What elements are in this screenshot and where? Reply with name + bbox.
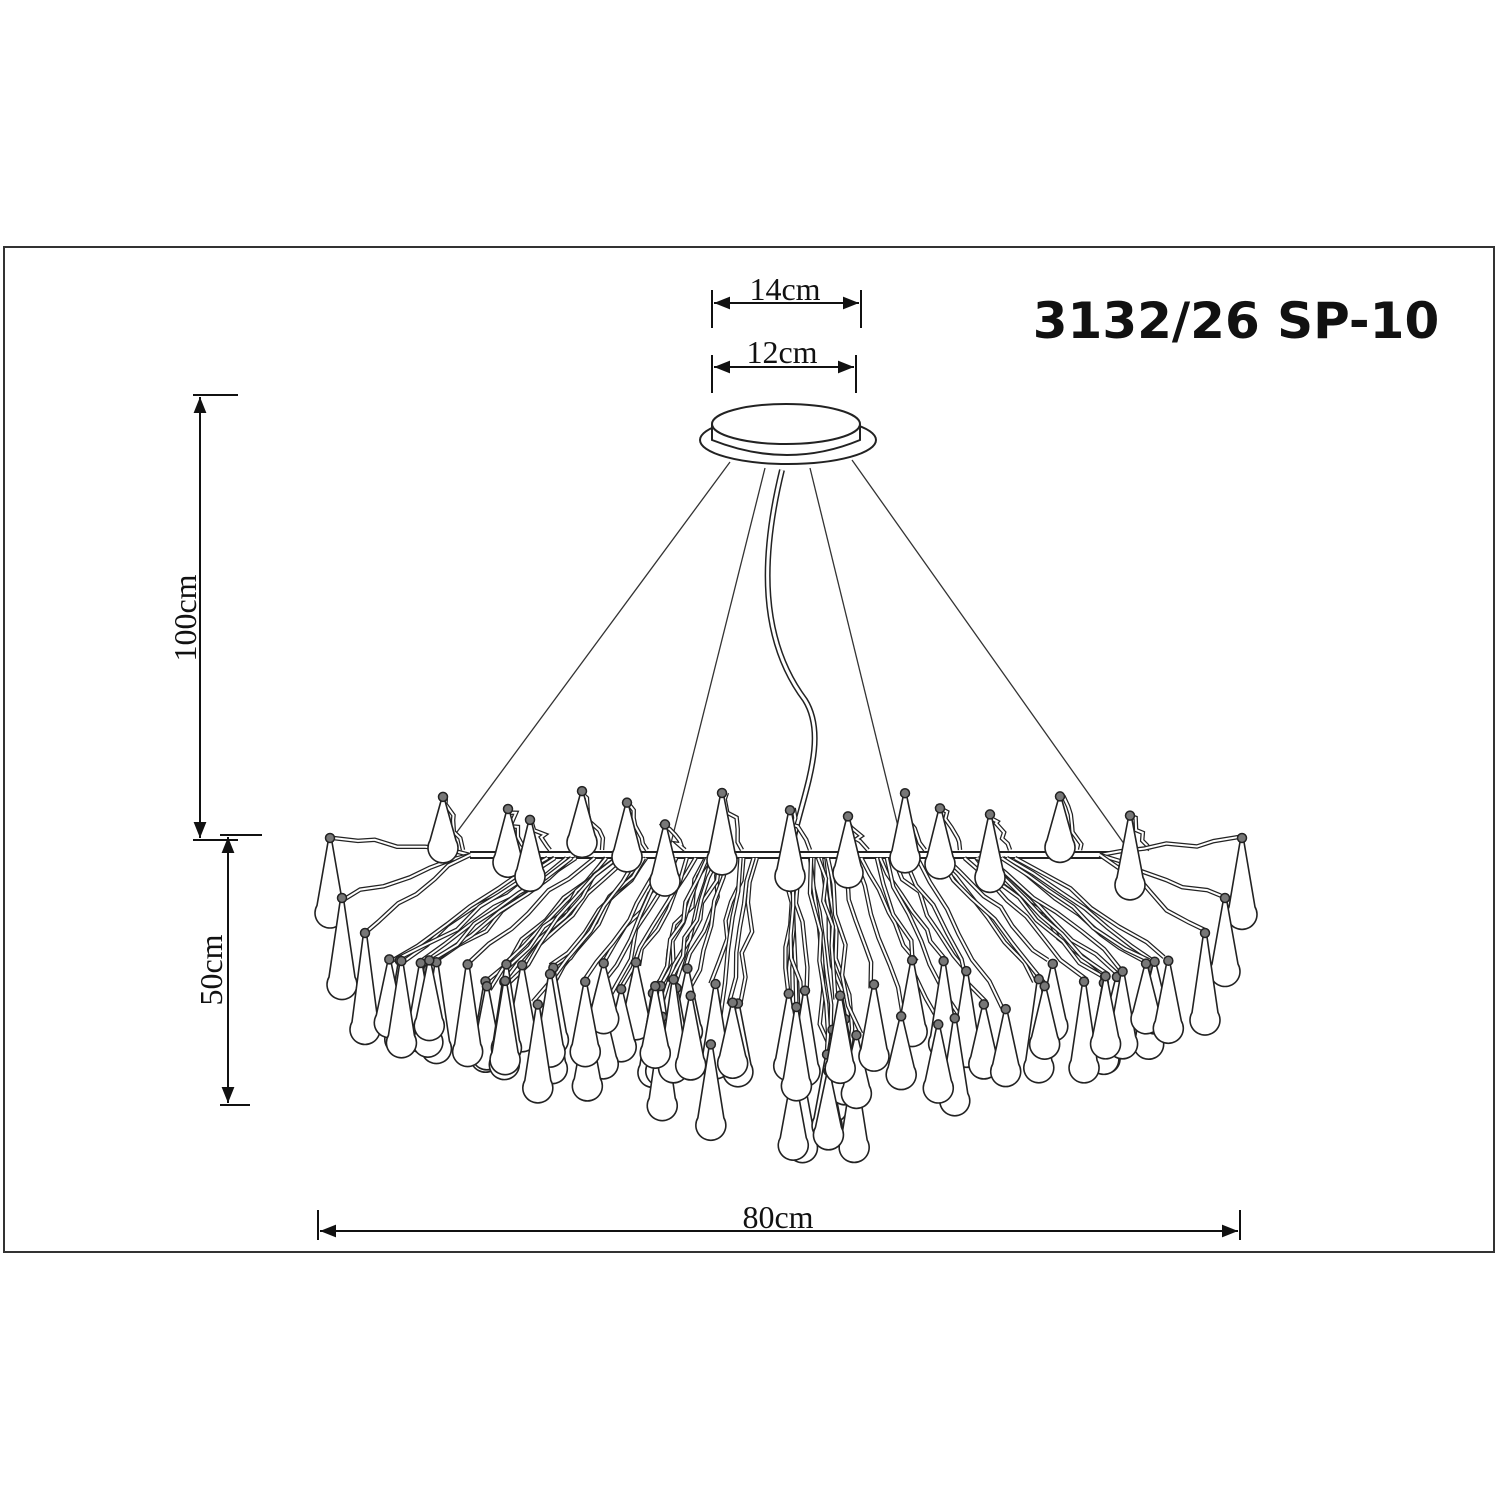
crystal-drop	[695, 1039, 727, 1142]
branch	[1128, 814, 1151, 851]
crystal-drop	[569, 976, 601, 1068]
suspension-cables	[439, 459, 1133, 856]
crystal-drop	[326, 892, 358, 1001]
crystal-drop	[566, 785, 598, 859]
branch	[808, 857, 830, 1072]
crystal-drop	[514, 814, 546, 893]
dimension-body-height	[220, 834, 262, 1106]
crystal-drop	[774, 804, 806, 893]
crystal-drop	[522, 999, 554, 1104]
crystal-drop	[1189, 927, 1221, 1036]
dimension-canopy-inner	[711, 355, 857, 393]
crystal-drop	[840, 1029, 873, 1110]
crystal-drop	[716, 997, 749, 1080]
dimension-diameter	[317, 1210, 1241, 1240]
crystal-drop	[413, 955, 445, 1042]
branch	[879, 857, 947, 961]
crystal-drop	[1089, 970, 1122, 1060]
dimension-label-100cm: 100cm	[167, 574, 203, 661]
branch	[1014, 857, 1165, 958]
ceiling-canopy	[699, 403, 877, 465]
branch	[939, 857, 1045, 984]
branch	[825, 857, 854, 1064]
branch	[989, 816, 1011, 851]
crystal-drop	[639, 980, 671, 1069]
branch	[668, 857, 720, 983]
crystal-drops	[314, 785, 1258, 1164]
branch	[986, 857, 1121, 970]
crystal-drop	[1028, 980, 1061, 1060]
branch	[709, 857, 745, 984]
branch	[363, 854, 471, 935]
crystal-drop	[1226, 832, 1258, 931]
power-cord	[764, 469, 818, 856]
crystal-drop	[924, 803, 956, 880]
crystal-drop	[427, 791, 459, 864]
drawing-frame	[3, 246, 1495, 1253]
crystal-drop	[885, 1011, 917, 1091]
branch	[791, 807, 811, 851]
branch	[507, 811, 529, 851]
branch	[727, 857, 755, 1005]
crystal-drop	[832, 811, 864, 889]
branch	[916, 857, 1004, 1009]
crystal-drop	[1114, 810, 1146, 901]
branch	[826, 857, 863, 1034]
dimension-label-12cm: 12cm	[746, 334, 817, 370]
branch	[686, 857, 730, 994]
crystal-drop	[706, 787, 738, 876]
crystal-drop	[989, 1003, 1022, 1088]
branch	[659, 822, 686, 851]
branch	[463, 857, 596, 968]
dimension-canopy-outer	[711, 290, 862, 328]
branch	[853, 857, 904, 1015]
crystal-drop	[489, 975, 521, 1076]
crystal-drop	[780, 1001, 813, 1102]
branch	[809, 857, 833, 1052]
branch	[1001, 857, 1150, 962]
crystal-drop	[674, 990, 707, 1081]
branch	[860, 857, 918, 962]
dimension-label-50cm: 50cm	[193, 934, 229, 1005]
branch	[1006, 857, 1155, 963]
branch	[655, 857, 709, 988]
crystal-drop	[385, 955, 418, 1059]
crystal-drop	[889, 787, 921, 874]
crystal-drop	[649, 819, 681, 897]
branch	[935, 804, 961, 851]
dimension-label-80cm: 80cm	[742, 1199, 813, 1235]
crystal-drop	[922, 1019, 954, 1104]
branch	[936, 857, 1035, 983]
branch	[1099, 835, 1240, 856]
branch	[625, 800, 648, 851]
crystal-drop	[611, 797, 643, 873]
crystal-drop	[1044, 791, 1076, 864]
crystal-drop	[858, 979, 890, 1072]
branch	[892, 857, 968, 972]
crystal-drop	[824, 990, 856, 1085]
model-title: 3132/26 SP-10	[1033, 292, 1440, 350]
branch	[875, 857, 941, 1022]
crystal-drop	[451, 959, 484, 1068]
crystal-drop	[1068, 976, 1100, 1084]
branch	[739, 857, 758, 1005]
crystal-drop	[1152, 955, 1185, 1045]
branch	[506, 857, 618, 985]
branch	[817, 857, 837, 1000]
crystal-drop	[1130, 958, 1162, 1035]
dimension-label-14cm: 14cm	[749, 271, 820, 307]
crystal-drop	[974, 809, 1006, 894]
branch	[944, 857, 1049, 961]
branch	[1062, 795, 1083, 851]
